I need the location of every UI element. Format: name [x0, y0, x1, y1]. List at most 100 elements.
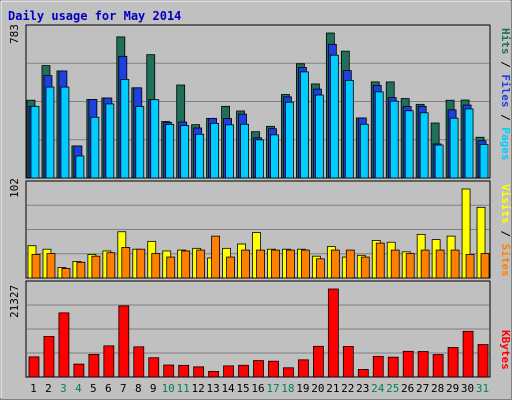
bar-sites-26 — [405, 253, 415, 279]
bar-pages-16 — [255, 139, 264, 179]
legend-pages-files-hits-part: / — [499, 55, 512, 75]
bar-kbytes-26 — [402, 350, 414, 378]
x-tick-label: 27 — [416, 382, 429, 395]
x-tick-label: 6 — [105, 382, 112, 395]
ytick-max-label-kbytes: 21327 — [8, 285, 21, 318]
x-tick-label: 15 — [236, 382, 249, 395]
bar-kbytes-15 — [238, 364, 249, 378]
legend-labels: Hits / Files / Pages Visits / Sites KBytes — [499, 28, 512, 370]
legend-pages-files-hits: Hits / Files / Pages — [499, 28, 512, 161]
bar-kbytes-31 — [477, 344, 489, 378]
bar-kbytes-11 — [178, 364, 190, 378]
bar-pages-20 — [314, 94, 324, 179]
bar-sites-5 — [91, 255, 101, 279]
bar-pages-6 — [105, 103, 115, 179]
bar-pages-2 — [45, 86, 55, 179]
x-tick-label: 31 — [476, 382, 489, 395]
bar-sites-2 — [46, 253, 56, 279]
bar-sites-28 — [435, 249, 445, 279]
bar-pages-21 — [329, 54, 339, 179]
bar-kbytes-24 — [372, 355, 384, 378]
bar-pages-24 — [374, 91, 384, 179]
bar-pages-7 — [120, 79, 130, 179]
bar-pages-13 — [210, 122, 220, 179]
bar-kbytes-18 — [283, 367, 294, 378]
bar-kbytes-2 — [43, 336, 55, 378]
bar-kbytes-17 — [268, 360, 279, 378]
bar-pages-11 — [180, 125, 190, 179]
x-tick-label: 14 — [221, 382, 235, 395]
bar-pages-18 — [285, 101, 294, 179]
bar-kbytes-4 — [73, 363, 85, 378]
chart-title: Daily usage for May 2014 — [8, 9, 181, 23]
bar-sites-16 — [256, 249, 265, 279]
bar-sites-29 — [450, 249, 460, 279]
bar-kbytes-19 — [298, 359, 309, 378]
bar-kbytes-21 — [327, 288, 339, 378]
x-tick-label: 8 — [135, 382, 142, 395]
bar-pages-14 — [225, 124, 234, 179]
x-tick-label: 12 — [192, 382, 205, 395]
bar-kbytes-1 — [28, 356, 40, 378]
bar-sites-17 — [271, 249, 280, 279]
legend-kbytes: KBytes — [499, 330, 512, 370]
ytick-max-label-usage: 783 — [8, 24, 21, 44]
x-tick-labels: 1 2 3 4 5 6 7 8 9 10 11 12 13 14 15 16 17 18 19 20 21 22 23 24 2… — [30, 382, 489, 395]
x-tick-label: 3 — [60, 382, 67, 395]
bar-pages-28 — [434, 144, 444, 179]
legend-sites-visits: Visits / Sites — [499, 184, 512, 277]
bar-kbytes-8 — [133, 346, 145, 378]
x-tick-label: 23 — [356, 382, 369, 395]
bar-pages-23 — [359, 123, 369, 179]
x-tick-label: 13 — [206, 382, 219, 395]
x-tick-label: 1 — [30, 382, 37, 395]
bar-kbytes-28 — [432, 354, 444, 378]
legend-pages-files-hits-part: / — [499, 108, 512, 128]
x-tick-label: 29 — [446, 382, 459, 395]
bar-kbytes-10 — [163, 364, 175, 378]
bar-sites-25 — [390, 249, 400, 279]
bar-kbytes-23 — [357, 369, 369, 378]
legend-pages-files-hits-part: Hits — [499, 28, 512, 55]
bar-sites-15 — [241, 249, 250, 279]
bar-sites-22 — [345, 249, 355, 279]
bar-sites-4 — [76, 261, 86, 279]
bar-kbytes-20 — [312, 345, 324, 378]
bar-sites-6 — [106, 252, 116, 279]
x-tick-label: 7 — [120, 382, 127, 395]
bar-pages-26 — [404, 110, 414, 179]
x-tick-label: 4 — [75, 382, 82, 395]
x-tick-label: 2 — [45, 382, 52, 395]
bar-kbytes-12 — [193, 366, 205, 378]
bar-sites-23 — [360, 256, 370, 279]
bar-kbytes-29 — [447, 347, 459, 378]
bar-kbytes-14 — [223, 365, 234, 378]
bar-kbytes-9 — [148, 357, 160, 378]
x-tick-label: 10 — [162, 382, 175, 395]
bar-sites-1 — [31, 254, 41, 279]
bar-pages-5 — [90, 116, 100, 179]
bar-kbytes-13 — [208, 371, 220, 378]
x-tick-label: 19 — [296, 382, 309, 395]
bar-kbytes-5 — [88, 353, 100, 378]
bar-pages-8 — [135, 106, 145, 179]
bar-pages-4 — [75, 155, 85, 179]
x-tick-label: 21 — [326, 382, 339, 395]
bar-sites-21 — [330, 249, 340, 279]
bar-pages-25 — [389, 100, 399, 179]
x-tick-label: 28 — [431, 382, 444, 395]
bar-sites-19 — [301, 249, 310, 279]
bar-sites-27 — [420, 249, 430, 279]
bar-sites-18 — [286, 249, 295, 279]
bar-pages-12 — [195, 133, 205, 179]
bar-sites-8 — [136, 248, 146, 279]
bar-sites-13 — [211, 235, 221, 279]
bar-kbytes-16 — [253, 360, 264, 378]
bar-pages-9 — [150, 99, 160, 179]
bar-sites-30 — [465, 254, 475, 279]
panels — [25, 24, 491, 378]
x-tick-label: 9 — [150, 382, 157, 395]
legend-pages-files-hits-part: Pages — [499, 127, 512, 160]
bar-pages-27 — [419, 112, 429, 179]
